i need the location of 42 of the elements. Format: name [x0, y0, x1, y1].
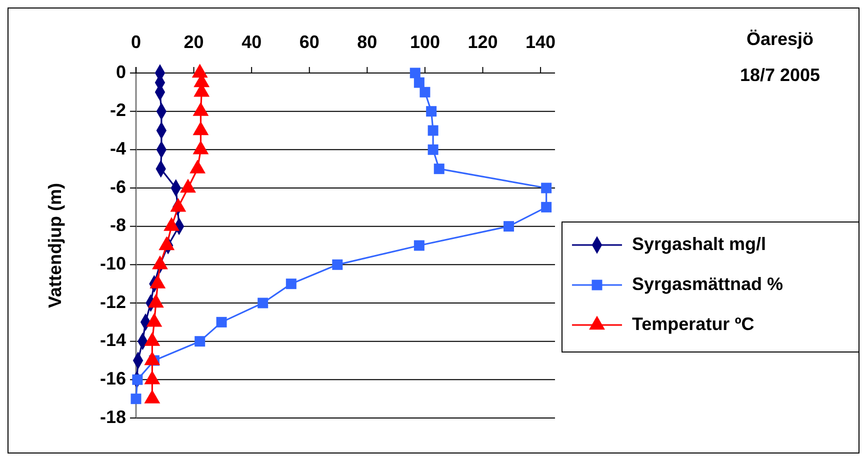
point: [428, 144, 438, 155]
point: [541, 202, 552, 212]
legend-label: Temperatur ºC: [632, 314, 754, 334]
y-tick-label: -8: [110, 215, 126, 236]
y-tick-label: 0: [116, 62, 126, 82]
legend-label: Syrgashalt mg/l: [632, 234, 766, 254]
point: [410, 68, 420, 78]
point: [258, 298, 268, 308]
y-tick-label: -16: [100, 368, 126, 388]
point: [541, 182, 552, 194]
x-tick-label: 0: [130, 32, 142, 52]
legend-label: Syrgasmättnad %: [632, 274, 784, 294]
y-tick-label: -4: [110, 138, 126, 158]
x-tick-label: 20: [184, 32, 204, 52]
y-tick-label: -12: [100, 292, 126, 312]
text: 18/7 2005: [740, 64, 820, 85]
y-tick-label: -10: [100, 253, 126, 274]
text: Öaresjö: [746, 28, 814, 49]
y-tick-label: -6: [110, 176, 126, 197]
y-tick-label: -14: [100, 330, 126, 350]
point: [420, 86, 430, 98]
y-tick-label: -2: [110, 100, 126, 120]
point: [504, 221, 514, 232]
x-tick-label: 80: [357, 32, 378, 52]
point: [216, 316, 227, 328]
x-tick-label: 100: [410, 32, 440, 52]
point: [426, 106, 437, 117]
point: [332, 259, 343, 270]
point: [434, 164, 444, 174]
point: [414, 240, 424, 251]
point: [130, 394, 142, 404]
x-tick-label: 40: [242, 32, 262, 52]
point: [428, 125, 438, 136]
point: [414, 77, 424, 88]
point: [194, 336, 206, 347]
point: [132, 374, 143, 385]
y-tick-label: -18: [100, 406, 126, 427]
x-tick-label: 140: [526, 32, 556, 52]
x-tick-label: 60: [299, 32, 320, 52]
y-axis-title: Vattendjup (m): [44, 182, 65, 308]
x-tick-label: 120: [468, 32, 498, 52]
point: [286, 278, 296, 290]
